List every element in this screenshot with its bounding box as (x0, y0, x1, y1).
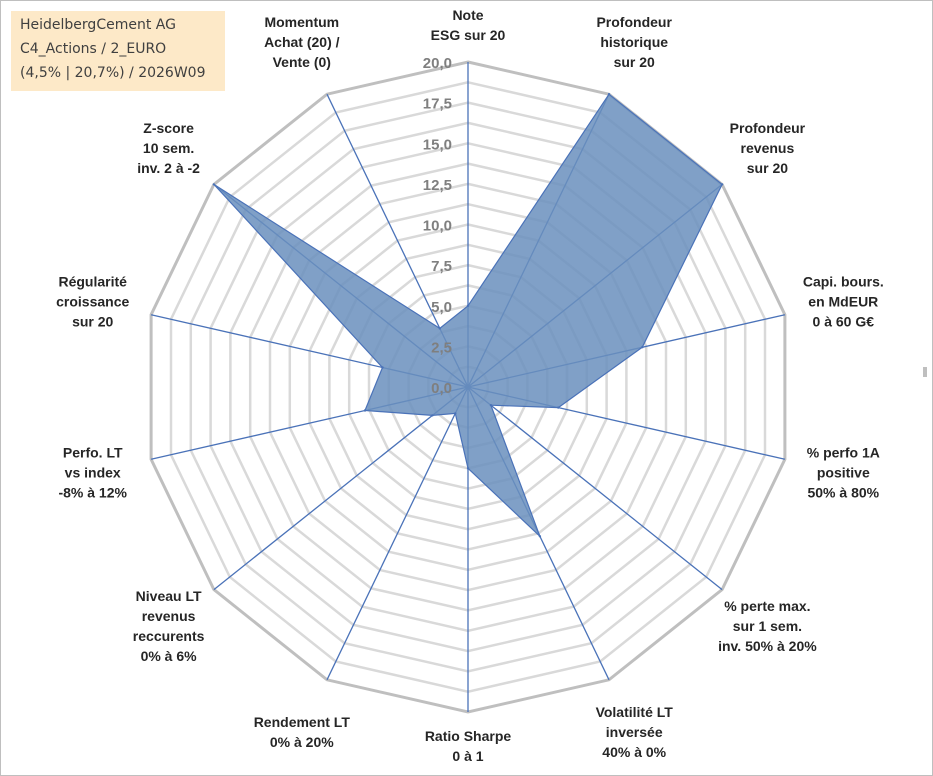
category-label-line: 40% à 0% (602, 744, 666, 760)
category-label-line: sur 20 (747, 160, 788, 176)
info-period: (4,5% | 20,7%) / 2026W09 (20, 65, 206, 81)
category-label: Niveau LT revenus reccurents 0% à 6% (133, 588, 205, 664)
series-point (438, 327, 441, 330)
series-point (454, 412, 457, 415)
tick-label: 17,5 (423, 96, 452, 113)
category-label-line: sur 1 sem. (733, 618, 802, 634)
series-point (431, 414, 434, 417)
tick-labels: 0,0 2,5 5,0 7,5 10,0 12,5 15,0 17,5 20,0 (423, 55, 452, 397)
series-point (720, 183, 724, 186)
series-point (538, 535, 542, 538)
series-point (557, 406, 560, 409)
category-label-line: Z-score (143, 120, 194, 136)
tick-label: 12,5 (423, 177, 452, 194)
series-point (641, 346, 644, 349)
category-label-line: % perte max. (724, 598, 810, 614)
category-label-line: 0% à 20% (270, 734, 334, 750)
category-label-line: Rendement LT (254, 714, 351, 730)
category-label-line: 10 sem. (143, 140, 194, 156)
category-label-line: Perfo. LT (63, 445, 123, 461)
category-label-line: Volatilité LT (596, 704, 674, 720)
category-label-line: inversée (606, 724, 663, 740)
category-label-line: Note (452, 7, 483, 23)
category-label: Capi. bours. en MdEUR 0 à 60 G€ (803, 273, 884, 329)
category-label-line: revenus (741, 140, 795, 156)
category-label-line: Profondeur (596, 14, 672, 30)
series-point (466, 304, 470, 307)
category-label-line: reccurents (133, 628, 205, 644)
category-label: Ratio Sharpe 0 à 1 (425, 728, 512, 764)
category-label-line: 0% à 6% (141, 648, 198, 664)
category-label-line: ESG sur 20 (431, 27, 506, 43)
series-point (489, 404, 493, 407)
category-labels: Note ESG sur 20 Profondeur historique sur 20… (56, 7, 884, 764)
tick-label: 20,0 (423, 55, 452, 72)
category-label: Z-score 10 sem. inv. 2 à -2 (137, 120, 200, 176)
category-label: Note ESG sur 20 (431, 7, 506, 43)
category-label: % perfo 1A positive 50% à 80% (807, 445, 880, 501)
category-label-line: Vente (0) (273, 54, 331, 70)
category-label: Profondeur historique sur 20 (596, 14, 672, 70)
scrollbar-marker (923, 367, 927, 377)
category-label: Rendement LT 0% à 20% (254, 714, 351, 750)
category-label-line: inv. 50% à 20% (718, 638, 817, 654)
series-point (363, 409, 367, 412)
info-company: HeidelbergCement AG (20, 17, 176, 33)
category-label-line: en MdEUR (808, 293, 878, 309)
category-label-line: 50% à 80% (807, 485, 879, 501)
category-label-line: revenus (142, 608, 196, 624)
category-label-line: 0 à 60 G€ (813, 313, 875, 329)
series-point (607, 93, 611, 96)
category-label-line: Niveau LT (136, 588, 202, 604)
info-box: HeidelbergCement AG C4_Actions / 2_EURO … (11, 11, 225, 91)
category-label-line: -8% à 12% (58, 485, 127, 501)
category-label-line: croissance (56, 293, 129, 309)
tick-label: 10,0 (423, 218, 452, 235)
tick-label: 7,5 (431, 258, 452, 275)
category-label: Profondeur revenus sur 20 (730, 120, 806, 176)
tick-label: 2,5 (431, 339, 452, 356)
category-label-line: % perfo 1A (807, 445, 880, 461)
series-point (466, 467, 470, 470)
category-label: Perfo. LT vs index -8% à 12% (58, 445, 127, 501)
series (212, 93, 724, 538)
spoke-line (213, 386, 469, 591)
tick-label: 5,0 (431, 299, 452, 316)
category-label-line: vs index (65, 465, 121, 481)
category-label-line: sur 20 (614, 54, 655, 70)
category-label: % perte max. sur 1 sem. inv. 50% à 20% (718, 598, 817, 654)
category-label: Volatilité LT inversée 40% à 0% (596, 704, 674, 760)
spoke-line (326, 386, 469, 681)
info-category: C4_Actions / 2_EURO (20, 41, 167, 57)
category-label-line: historique (600, 34, 668, 50)
category-label-line: Régularité (58, 273, 127, 289)
category-label-line: sur 20 (72, 313, 113, 329)
category-label-line: Momentum (264, 14, 339, 30)
series-point (381, 366, 384, 369)
category-label: Momentum Achat (20) / Vente (0) (264, 14, 340, 70)
spoke-line (467, 386, 723, 591)
category-label-line: positive (817, 465, 870, 481)
category-label: Régularité croissance sur 20 (56, 273, 129, 329)
category-label-line: inv. 2 à -2 (137, 160, 200, 176)
tick-label: 15,0 (423, 136, 452, 153)
category-label-line: Achat (20) / (264, 34, 340, 50)
category-label-line: Ratio Sharpe (425, 728, 512, 744)
tick-label: 0,0 (431, 380, 452, 397)
category-label-line: Profondeur (730, 120, 806, 136)
series-point (212, 183, 216, 186)
category-label-line: 0 à 1 (452, 748, 483, 764)
category-label-line: Capi. bours. (803, 273, 884, 289)
